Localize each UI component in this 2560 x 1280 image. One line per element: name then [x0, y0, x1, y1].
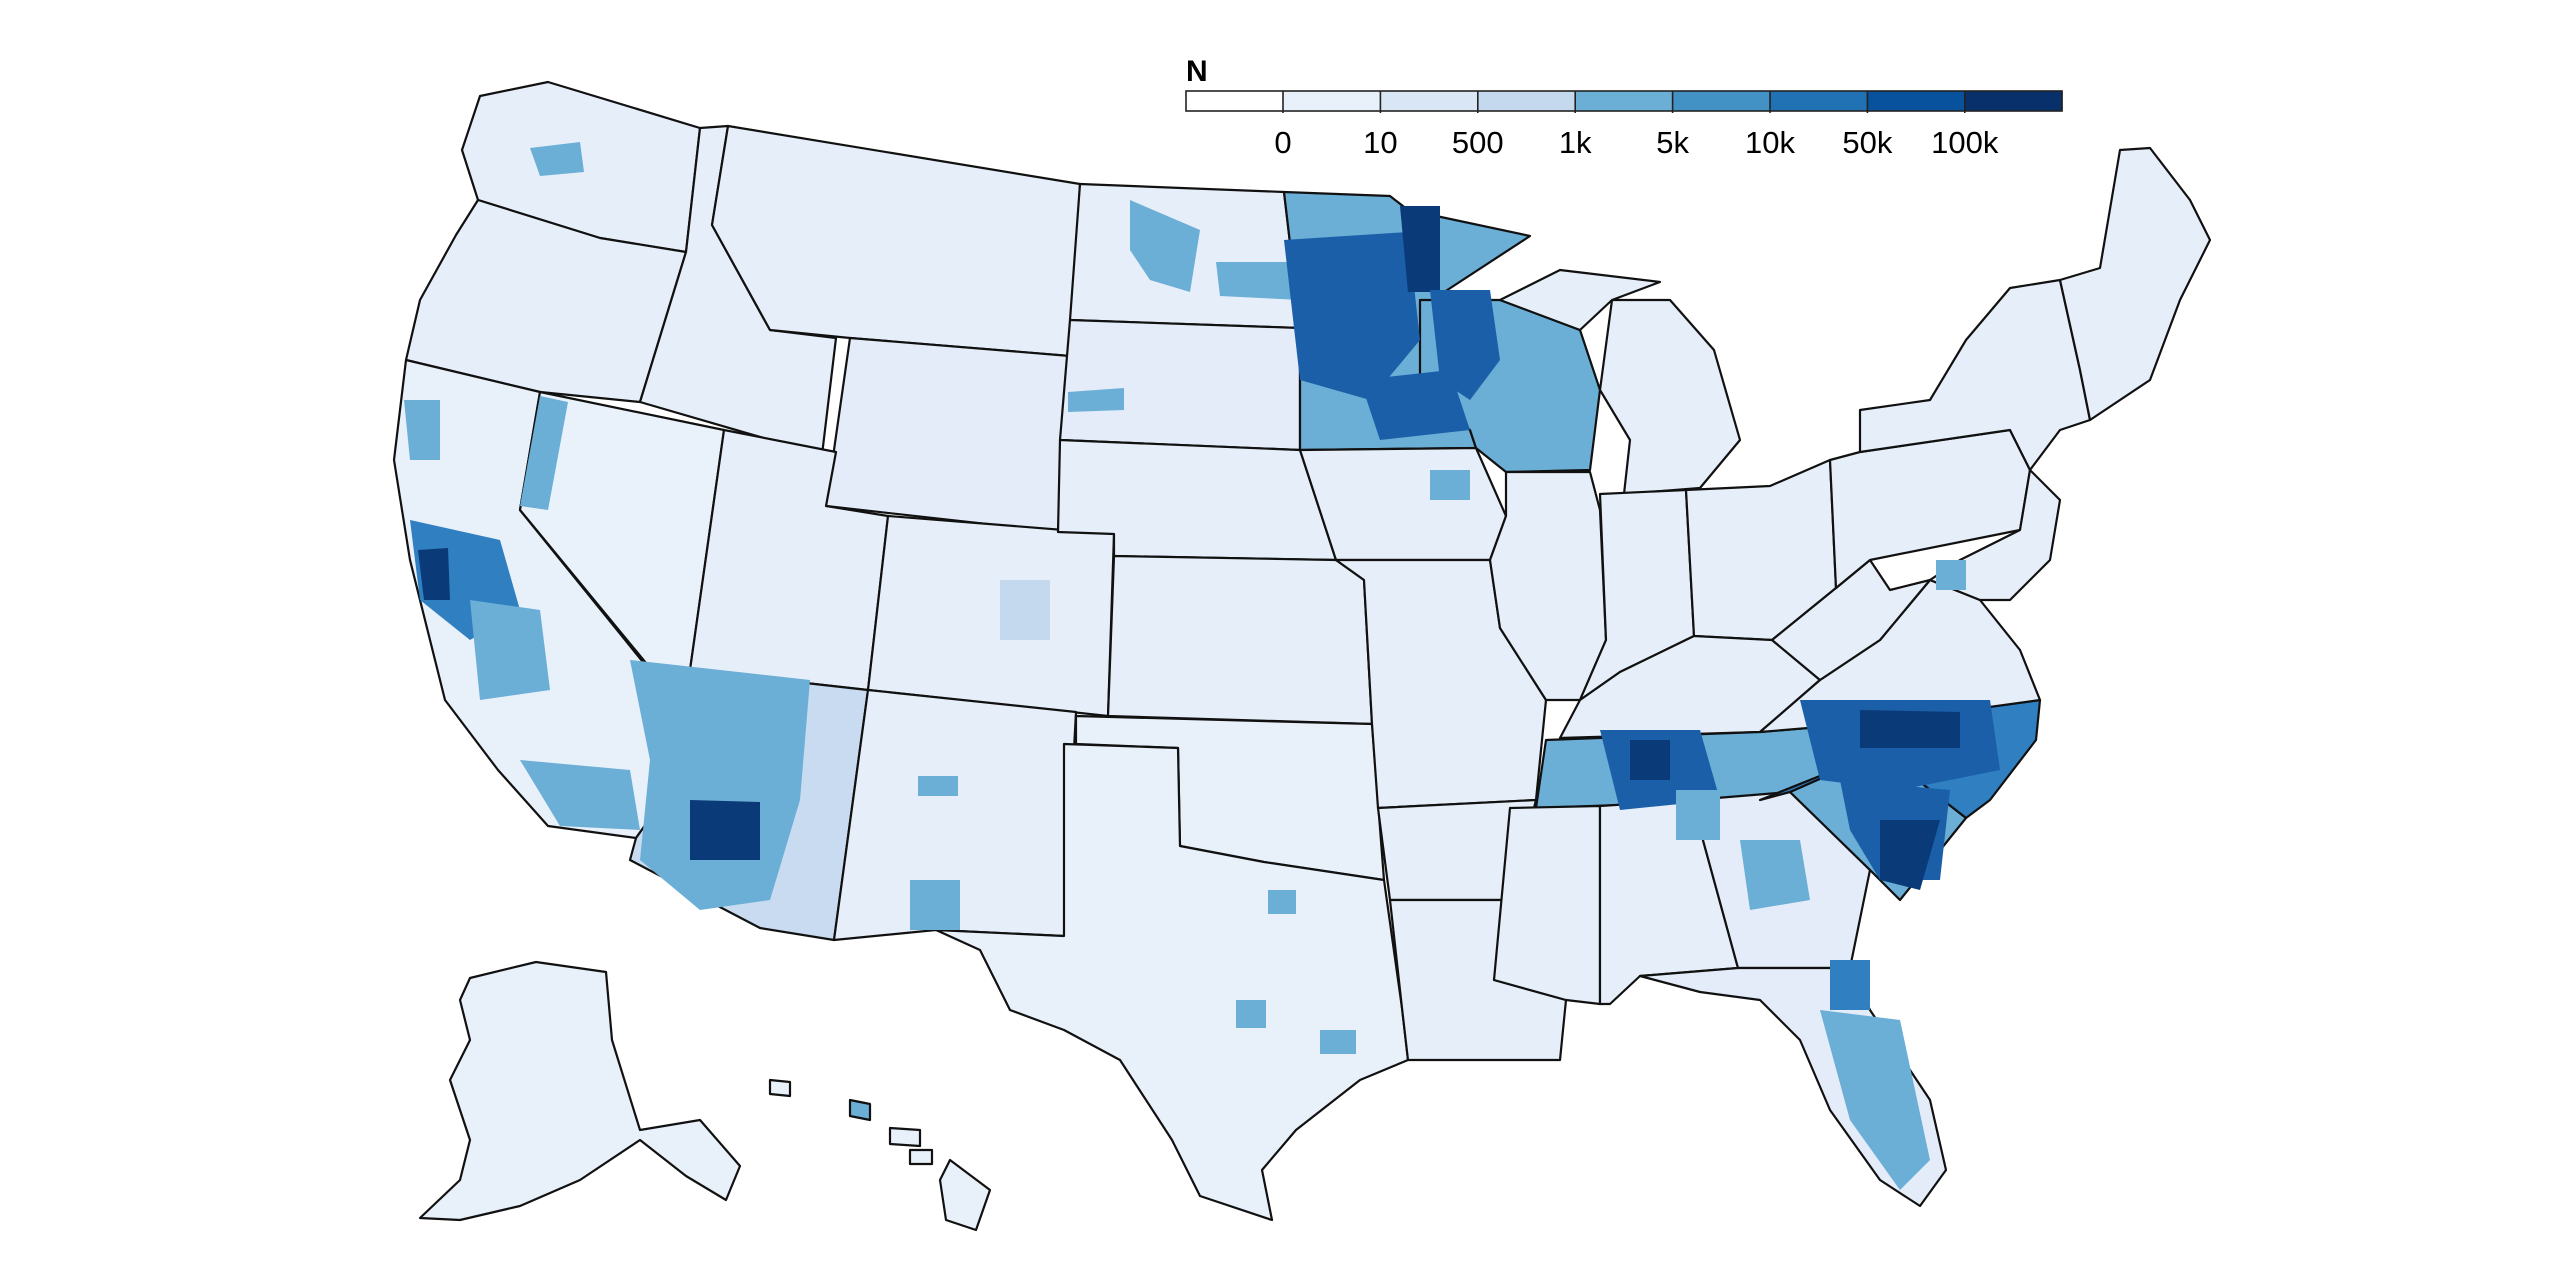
state-new-england	[2058, 146, 2212, 422]
legend-swatch	[1867, 91, 1966, 111]
county-cluster-houston	[1320, 1030, 1356, 1054]
state-illinois	[1488, 470, 1608, 702]
county-cluster-austin	[1236, 1000, 1266, 1028]
county-density-overlays	[404, 142, 2000, 1190]
county-cluster-arizona	[630, 660, 810, 910]
county-cluster-nc-core	[1860, 710, 1960, 748]
legend-swatch	[1380, 91, 1479, 111]
county-cluster-dallas	[1268, 890, 1296, 914]
county-cluster-socal	[520, 760, 640, 830]
legend-swatch	[1672, 91, 1771, 111]
legend-title: N	[1186, 55, 1208, 88]
state-south-dakota	[1058, 318, 1302, 452]
county-cluster-minnesota	[1284, 232, 1420, 400]
county-cluster-alabama-north	[1676, 790, 1720, 840]
state-boundaries	[392, 80, 2212, 1222]
county-cluster-jacksonville	[1830, 960, 1870, 1010]
state-texas	[934, 742, 1410, 1222]
state-alaska	[418, 960, 742, 1222]
legend-tick-label: 10k	[1745, 125, 1795, 160]
county-cluster-colorado	[1000, 580, 1050, 640]
state-michigan	[1498, 268, 1742, 496]
legend-swatch	[1477, 91, 1576, 111]
legend-swatch	[1575, 91, 1674, 111]
legend-tick-label: 50k	[1842, 125, 1892, 160]
state-kansas	[1106, 554, 1374, 726]
county-cluster-central-valley	[470, 600, 550, 700]
county-cluster-wisconsin	[1430, 290, 1500, 400]
county-cluster-minnesota-north	[1400, 206, 1440, 292]
county-cluster-sf	[418, 548, 450, 600]
legend-ticks: 0 10 500 1k 5k 10k 50k 100k	[1274, 91, 1999, 160]
legend-swatches	[1186, 91, 2063, 111]
state-montana	[710, 124, 1082, 358]
county-cluster-sc-coast	[1880, 820, 1940, 890]
county-cluster-iowa	[1430, 470, 1470, 500]
state-mississippi	[1492, 804, 1602, 1006]
county-cluster-nm-small	[918, 776, 958, 796]
county-cluster-seattle	[530, 142, 584, 176]
legend-tick-label: 10	[1363, 125, 1397, 160]
legend-swatch	[1964, 91, 2063, 111]
legend-tick-label: 100k	[1931, 125, 1999, 160]
county-cluster-north-dakota-east	[1216, 262, 1300, 300]
county-cluster-florida-central	[1820, 1010, 1930, 1190]
county-cluster-norcal	[404, 400, 440, 460]
county-cluster-nevada-edge	[520, 396, 568, 510]
color-legend: N 0 10 500 1k 5k 10k 50k 100k	[1185, 55, 2063, 160]
legend-tick-label: 1k	[1559, 125, 1592, 160]
state-iowa	[1298, 446, 1508, 562]
county-cluster-virginia	[1936, 560, 1966, 590]
county-cluster-atlanta	[1740, 840, 1810, 910]
legend-tick-label: 0	[1274, 125, 1291, 160]
legend-frame	[1185, 90, 2063, 112]
county-cluster-nashville-core	[1630, 740, 1670, 780]
state-colorado	[866, 514, 1116, 718]
legend-swatch	[1186, 91, 1284, 111]
county-cluster-phoenix	[690, 800, 760, 860]
legend-tick-label: 500	[1452, 125, 1504, 160]
legend-swatch	[1770, 91, 1868, 111]
legend-swatch	[1283, 91, 1381, 111]
county-cluster-twin-cities	[1360, 370, 1470, 440]
state-hawaii	[768, 1078, 992, 1232]
legend-tick-label: 5k	[1656, 125, 1689, 160]
county-cluster-south-dakota	[1068, 388, 1124, 412]
state-wyoming	[824, 336, 1072, 534]
county-cluster-north-dakota	[1130, 200, 1200, 292]
county-cluster-new-mexico	[910, 880, 960, 930]
